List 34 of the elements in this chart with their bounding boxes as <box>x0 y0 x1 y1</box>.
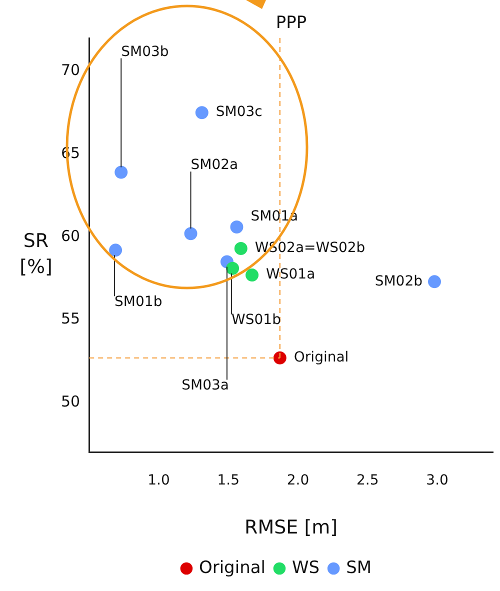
annotation: Original <box>294 350 349 366</box>
point <box>230 220 244 234</box>
legend-label: SM <box>346 558 372 578</box>
x-tick-label: 2.0 <box>286 472 310 488</box>
legend-label: Original <box>198 558 266 578</box>
annotation: SM01b <box>114 294 162 310</box>
point <box>114 166 128 179</box>
point <box>109 244 122 257</box>
point <box>246 268 259 282</box>
x-axis-title: RMSE [m] <box>244 516 338 539</box>
annotation: WS01a <box>266 266 316 283</box>
y-tick-label: 70 <box>60 61 80 80</box>
legend-label: WS <box>292 558 320 578</box>
annotation: SM03b <box>121 44 169 60</box>
x-tick-label: 1.5 <box>217 472 240 488</box>
point <box>273 351 286 364</box>
point <box>195 106 208 120</box>
annotation: WS01b <box>232 312 282 328</box>
ref-line-label: PPP <box>276 12 307 33</box>
x-tick-label: 1.0 <box>148 472 170 488</box>
annotation: SM02a <box>190 157 238 174</box>
annotation: SM03c <box>216 104 262 120</box>
y-tick-label: 55 <box>60 310 80 328</box>
point <box>234 242 248 256</box>
y-axis-title: SR [%] <box>20 230 52 278</box>
annotation: SM03a <box>182 377 229 394</box>
x-tick-label: 3.0 <box>426 472 448 488</box>
point <box>428 275 441 288</box>
annotation: SM02b <box>374 273 423 290</box>
y-tick-label: 50 <box>60 392 80 411</box>
point <box>226 262 240 275</box>
y-tick-label: 60 <box>60 226 80 245</box>
point <box>184 227 198 240</box>
x-tick-label: 2.5 <box>356 472 379 488</box>
